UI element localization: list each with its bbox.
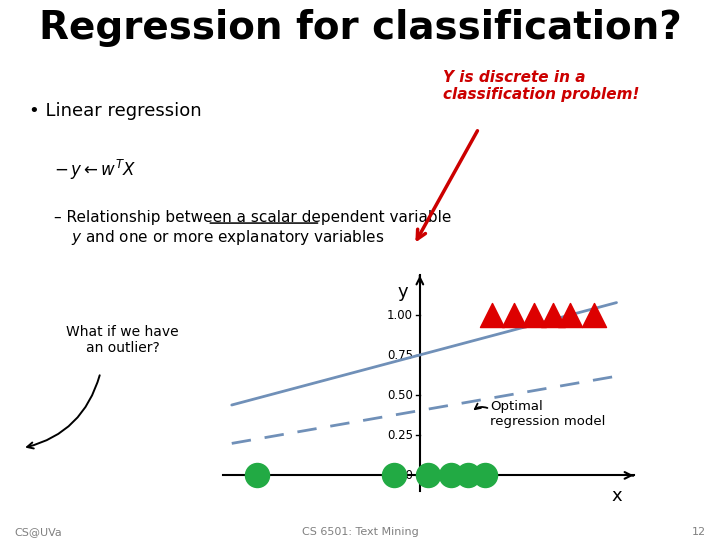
Text: CS 6501: Text Mining: CS 6501: Text Mining (302, 526, 418, 537)
Text: 0.75: 0.75 (387, 349, 413, 362)
Text: 1.00: 1.00 (387, 309, 413, 322)
Point (588, 311, 600, 320)
Point (547, 311, 559, 320)
Text: Y is discrete in a
classification problem!: Y is discrete in a classification proble… (443, 70, 639, 103)
Point (445, 471, 456, 480)
Text: 0.00: 0.00 (387, 469, 413, 482)
Point (252, 471, 264, 480)
Text: • Linear regression: • Linear regression (29, 102, 202, 120)
Text: 12: 12 (691, 526, 706, 537)
Text: CS@UVa: CS@UVa (14, 526, 62, 537)
Point (388, 471, 400, 480)
Point (508, 311, 520, 320)
Text: y: y (397, 284, 408, 301)
Text: x: x (611, 487, 622, 504)
Point (486, 311, 498, 320)
Point (564, 311, 576, 320)
Text: 0.50: 0.50 (387, 389, 413, 402)
Text: Regression for classification?: Regression for classification? (39, 9, 681, 47)
Text: What if we have
an outlier?: What if we have an outlier? (66, 325, 179, 355)
Text: 0.25: 0.25 (387, 429, 413, 442)
Point (462, 471, 474, 480)
Point (528, 311, 540, 320)
Text: – Relationship between a scalar dependent variable
    $y$ and one or more expla: – Relationship between a scalar dependen… (54, 210, 451, 247)
Text: Optimal
regression model: Optimal regression model (490, 400, 606, 428)
Point (479, 471, 490, 480)
Point (423, 471, 434, 480)
Text: $-\, y \leftarrow w^T X$: $-\, y \leftarrow w^T X$ (54, 158, 137, 181)
